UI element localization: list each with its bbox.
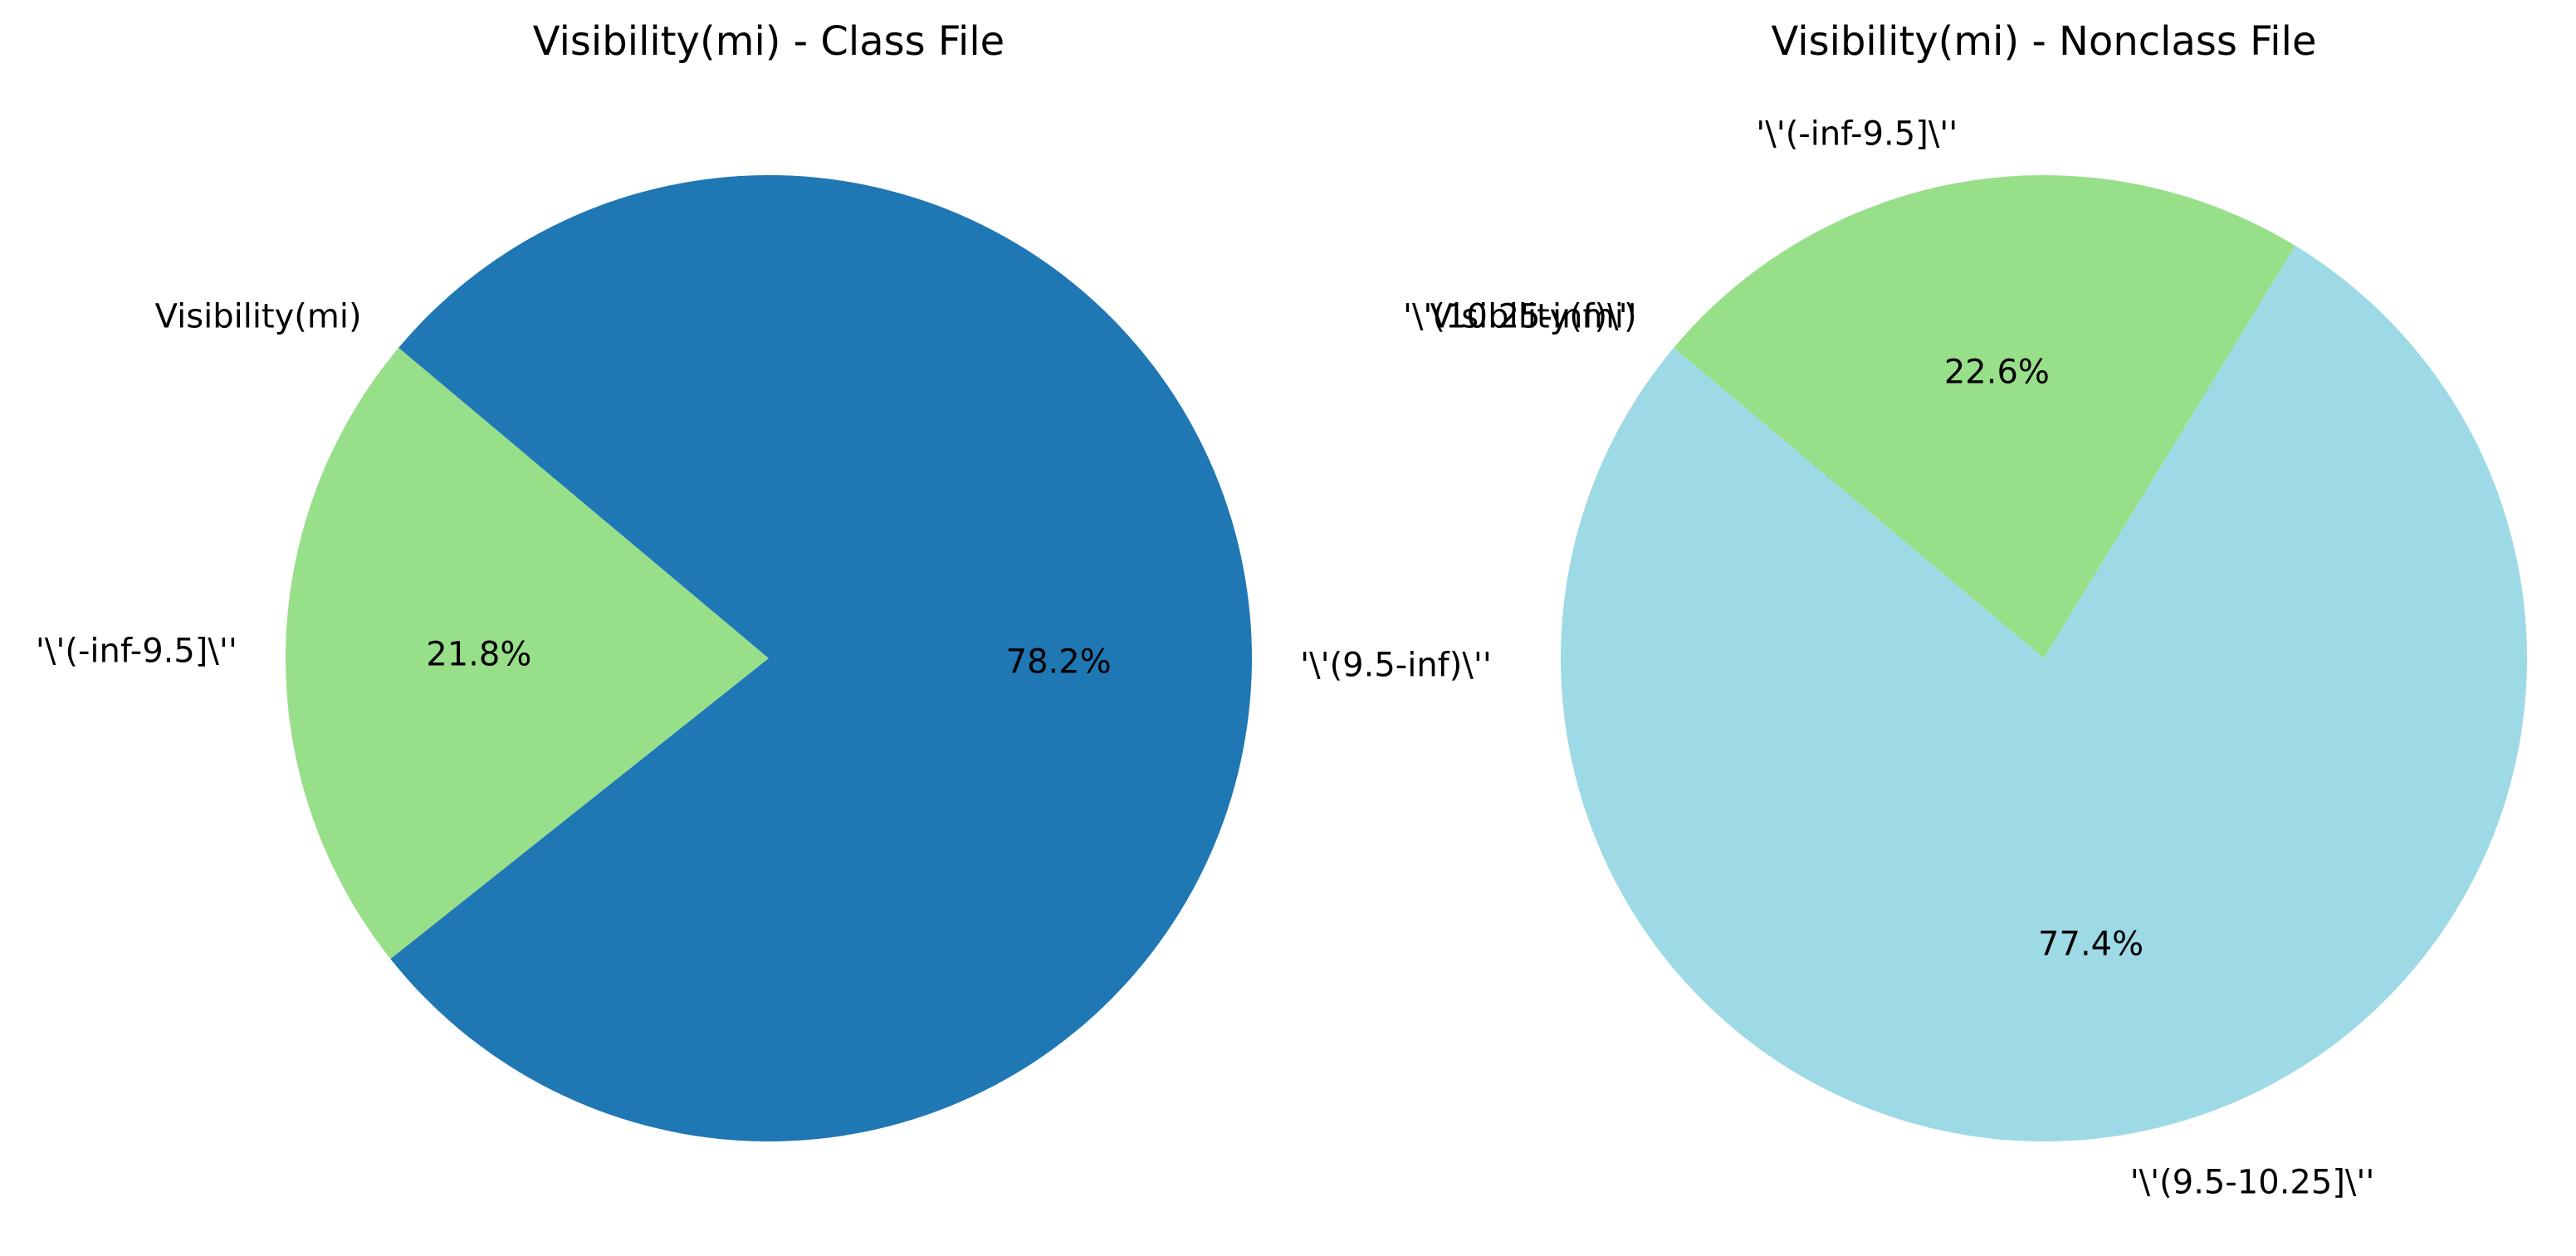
percent-label: 21.8% — [426, 635, 531, 673]
slice-label: '\'(9.5-10.25]\'' — [2130, 1164, 2375, 1202]
percent-label: 77.4% — [2038, 926, 2143, 964]
percent-label: 22.6% — [1944, 353, 2050, 391]
slice-label: Visibility(mi) — [1430, 298, 1637, 336]
chart-title: Visibility(mi) - Class File — [533, 18, 1004, 65]
pie-chart-class-file: Visibility(mi) - Class File Visibility(m… — [36, 18, 1492, 1141]
slice-label: '\'(-inf-9.5]\'' — [1756, 115, 1958, 153]
pie-slice-inf-9-5 — [1674, 174, 2295, 659]
pie-slice-inf-9-5 — [286, 347, 769, 960]
chart-title: Visibility(mi) - Nonclass File — [1772, 18, 2317, 65]
pie-chart-nonclass-file: Visibility(mi) - Nonclass File Visibilit… — [1403, 18, 2528, 1202]
slice-label: '\'(10.25-inf)\'' — [1403, 298, 1637, 336]
slice-label: '\'(9.5-inf)\'' — [1300, 647, 1492, 685]
slice-label: Visibility(mi) — [155, 298, 362, 336]
pie-slice-9-5-10-25 — [1561, 246, 2528, 1141]
pie-slice-9-5-inf — [390, 174, 1253, 1141]
percent-label: 78.2% — [1006, 643, 1112, 682]
slice-label: '\'(-inf-9.5]\'' — [36, 633, 237, 671]
